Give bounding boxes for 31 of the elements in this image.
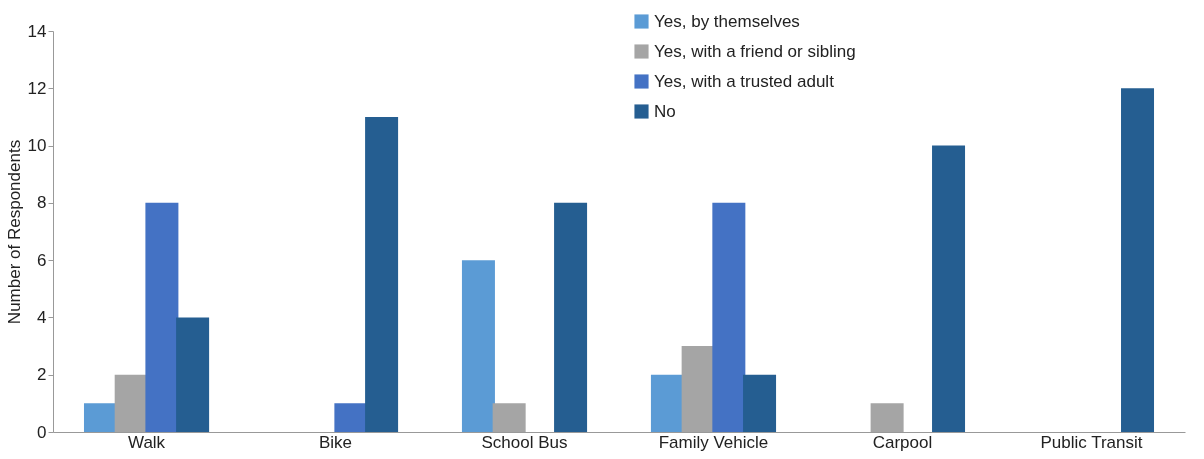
bar xyxy=(365,116,399,432)
bar xyxy=(932,145,966,432)
x-tick-label: School Bus xyxy=(481,432,568,452)
legend-label: Yes, by themselves xyxy=(654,11,800,31)
x-tick-label: Bike xyxy=(318,432,353,452)
y-tick-label: 6 xyxy=(37,250,47,270)
x-tick-label: Walk xyxy=(127,432,166,452)
y-tick-label: 14 xyxy=(27,21,47,41)
bar xyxy=(176,317,210,432)
y-tick-label: 10 xyxy=(27,136,47,156)
x-tick-label: Family Vehicle xyxy=(658,432,769,452)
y-tick-label: 4 xyxy=(37,307,47,327)
y-tick-label: 8 xyxy=(37,193,47,213)
bar xyxy=(650,374,684,432)
bar xyxy=(83,403,117,432)
bar xyxy=(712,202,746,432)
legend-label: Yes, with a trusted adult xyxy=(654,71,835,91)
y-tick-label: 0 xyxy=(37,422,47,442)
y-tick-label: 2 xyxy=(37,365,47,385)
bar xyxy=(461,260,495,432)
x-tick-label: Carpool xyxy=(872,432,933,452)
x-tick-label: Public Transit xyxy=(1040,432,1143,452)
y-tick-label: 12 xyxy=(27,78,47,98)
bar xyxy=(334,403,368,432)
bar xyxy=(554,202,588,432)
bar xyxy=(1121,88,1155,432)
legend-label: No xyxy=(654,101,676,121)
bar xyxy=(145,202,179,432)
y-axis-title: Number of Respondents xyxy=(4,139,24,325)
bar xyxy=(743,374,777,432)
legend-label: Yes, with a friend or sibling xyxy=(654,41,856,61)
